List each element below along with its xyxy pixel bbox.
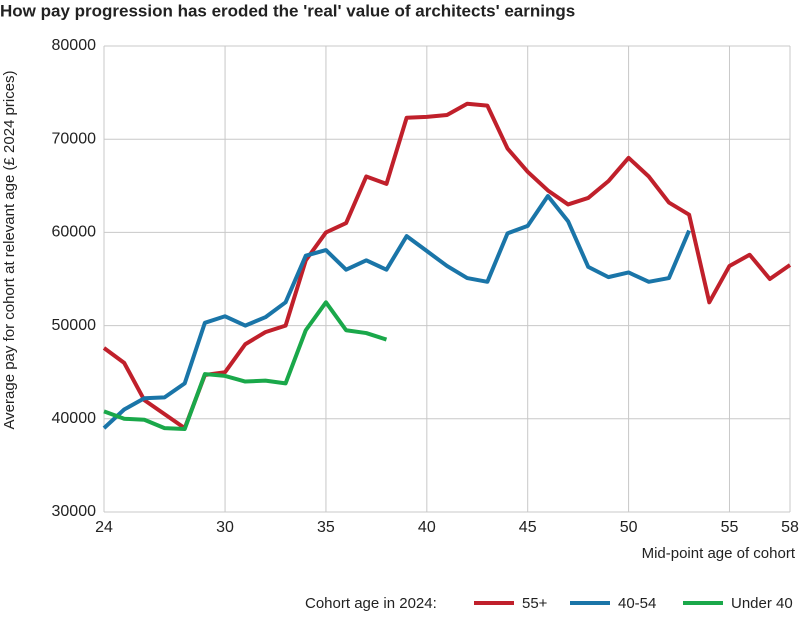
y-tick-label: 70000 [52, 130, 97, 147]
x-tick-label: 45 [519, 519, 537, 536]
y-axis-label: Average pay for cohort at relevant age (… [1, 70, 18, 429]
y-tick-label: 60000 [52, 224, 97, 241]
legend-label: Under 40 [731, 595, 793, 612]
series-line [102, 194, 691, 430]
legend-title: Cohort age in 2024: [305, 595, 437, 612]
y-tick-label: 30000 [52, 503, 97, 520]
y-tick-label: 40000 [52, 410, 97, 427]
chart-title: How pay progression has eroded the 'real… [0, 1, 575, 20]
x-tick-label: 35 [317, 519, 335, 536]
legend-label: 55+ [522, 595, 548, 612]
x-tick-label: 24 [95, 519, 113, 536]
y-tick-label: 50000 [52, 317, 97, 334]
x-tick-label: 50 [620, 519, 638, 536]
y-tick-label: 80000 [52, 37, 97, 54]
x-tick-label: 55 [721, 519, 739, 536]
series-line [102, 101, 792, 431]
x-tick-label: 58 [781, 519, 799, 536]
x-tick-label: 30 [216, 519, 234, 536]
legend-label: 40-54 [618, 595, 656, 612]
x-axis-label: Mid-point age of cohort [642, 545, 796, 562]
series-line [103, 300, 388, 432]
x-tick-label: 40 [418, 519, 436, 536]
